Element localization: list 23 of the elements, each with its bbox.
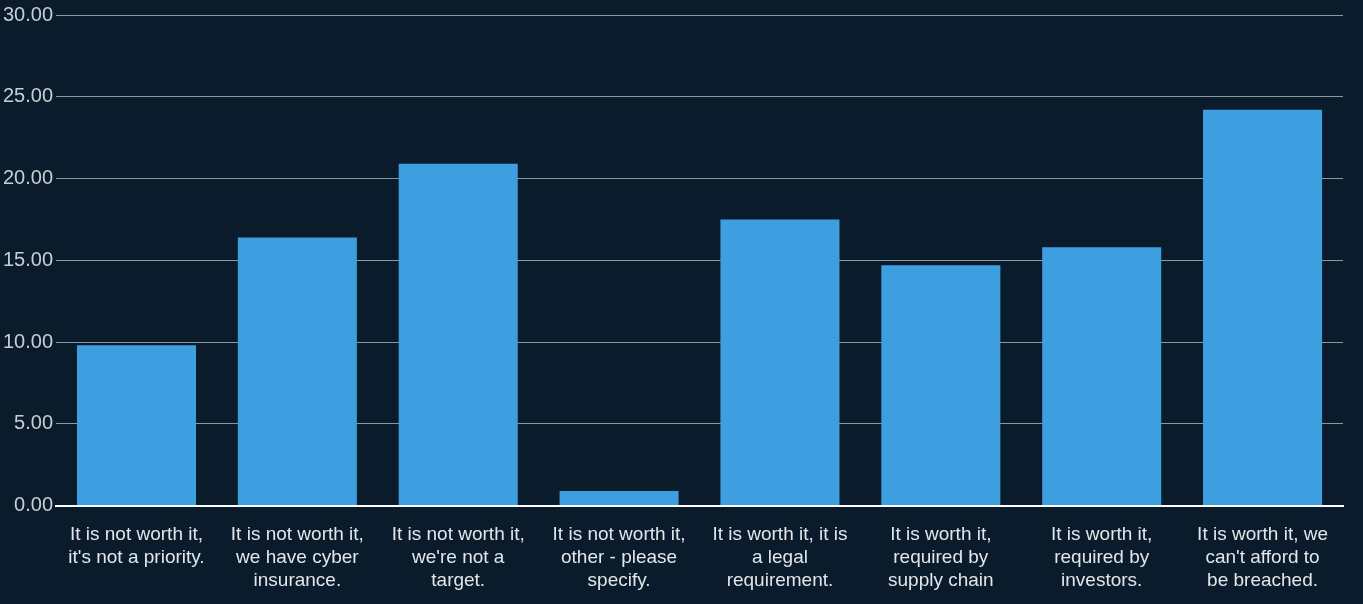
x-tick-label: It is worth it, required by investors. xyxy=(1051,523,1153,590)
x-tick-label: It is not worth it, it's not a priority. xyxy=(68,523,205,568)
x-tick-label: It is worth it, required by supply chain xyxy=(888,523,994,590)
y-tick-label: 5.00 xyxy=(14,411,54,434)
y-tick-label: 30.00 xyxy=(2,2,54,25)
bar xyxy=(1203,109,1323,506)
x-tick-label: It is not worth it, we have cyber insurance. xyxy=(230,523,364,590)
bar xyxy=(76,345,197,506)
bar xyxy=(237,237,357,506)
bar xyxy=(720,219,840,506)
bar xyxy=(881,265,1001,506)
y-tick-label: 10.00 xyxy=(2,329,54,352)
y-tick-label: 15.00 xyxy=(2,247,54,270)
x-tick-label: It is worth it, we can't afford to be breached. xyxy=(1197,523,1329,590)
x-tick-label: It is not worth it, other - please specify. xyxy=(552,523,686,590)
x-tick-label: It is not worth it, we're not a target. xyxy=(391,523,525,590)
bar xyxy=(1042,247,1162,506)
bar xyxy=(559,490,679,506)
bar xyxy=(398,163,518,506)
y-tick-label: 25.00 xyxy=(2,84,54,107)
x-tick-label: It is worth it, it is a legal requirement. xyxy=(712,523,848,590)
y-tick-label: 20.00 xyxy=(2,166,54,189)
y-tick-label: 0.00 xyxy=(14,493,54,516)
